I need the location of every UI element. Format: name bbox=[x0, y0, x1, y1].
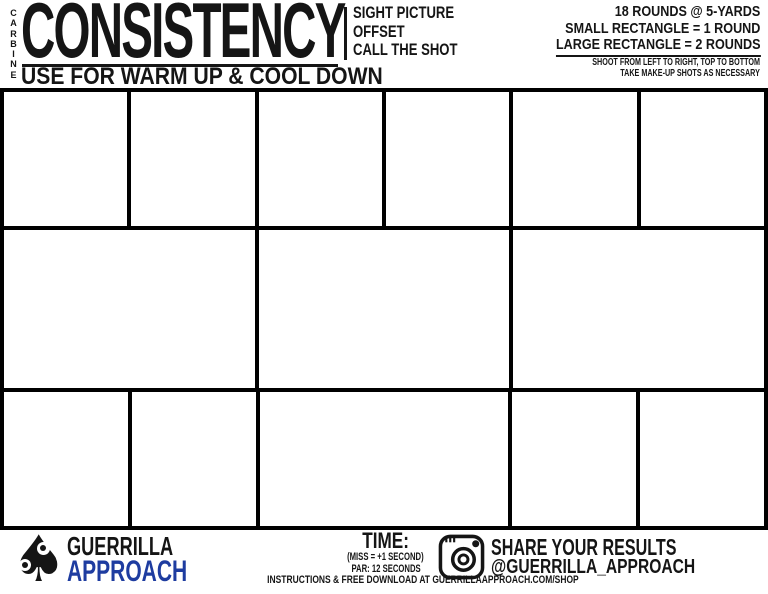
focus-points: SIGHT PICTURE OFFSET CALL THE SHOT bbox=[353, 3, 489, 60]
focus-point: SIGHT PICTURE bbox=[353, 3, 455, 22]
subtitle: USE FOR WARM UP & COOL DOWN bbox=[21, 63, 383, 90]
target-row bbox=[4, 230, 765, 388]
target-row bbox=[4, 92, 764, 226]
bullet-hole-icon bbox=[19, 559, 31, 571]
small-rectangle-target bbox=[132, 392, 256, 526]
share-text: SHARE YOUR RESULTS @GUERRILLA_APPROACH bbox=[491, 534, 756, 578]
large-rectangle-target bbox=[4, 230, 255, 388]
brand-name-top: GUERRILLA bbox=[67, 531, 174, 561]
small-rectangle-target bbox=[258, 92, 382, 226]
target-row bbox=[4, 392, 764, 526]
spade-bullet-holes-icon: ♠ bbox=[10, 523, 68, 594]
small-rectangle-target bbox=[512, 392, 636, 526]
footer: ♠ GUERRILLA APPROACH TIME: (MISS = +1 SE… bbox=[0, 523, 768, 594]
large-rectangle-target bbox=[260, 392, 508, 526]
small-rectangle-target bbox=[4, 392, 128, 526]
page-title: CONSISTENCY bbox=[21, 0, 346, 74]
large-rectangle-rule: LARGE RECTANGLE = 2 ROUNDS bbox=[517, 36, 760, 57]
small-rectangle-target bbox=[640, 392, 764, 526]
round-count: 18 ROUNDS @ 5-YARDS bbox=[614, 3, 760, 20]
title-divider bbox=[22, 64, 338, 67]
instagram-icon bbox=[438, 534, 485, 580]
focus-point: OFFSET bbox=[353, 21, 405, 41]
brand-logo: ♠ GUERRILLA APPROACH bbox=[10, 523, 239, 594]
focus-point: CALL THE SHOT bbox=[353, 40, 458, 59]
download-note: INSTRUCTIONS & FREE DOWNLOAD AT GUERRILL… bbox=[267, 574, 579, 586]
share-block: SHARE YOUR RESULTS @GUERRILLA_APPROACH bbox=[438, 533, 756, 580]
small-rectangle-target bbox=[4, 92, 128, 226]
share-results-label: SHARE YOUR RESULTS bbox=[491, 534, 677, 560]
time-block: TIME: (MISS = +1 SECOND) PAR: 12 SECONDS… bbox=[221, 528, 579, 587]
bullet-hole-icon bbox=[37, 542, 50, 555]
time-label: TIME: bbox=[362, 528, 409, 553]
small-rectangle-target bbox=[640, 92, 764, 226]
target-grid bbox=[0, 88, 768, 530]
instagram-handle: @GUERRILLA_APPROACH bbox=[491, 556, 696, 578]
large-rectangle-target bbox=[513, 230, 765, 388]
small-rectangle-target bbox=[131, 92, 255, 226]
makeup-shots-note: TAKE MAKE-UP SHOTS AS NECESSARY bbox=[620, 68, 760, 79]
course-of-fire: 18 ROUNDS @ 5-YARDS SMALL RECTANGLE = 1 … bbox=[517, 3, 760, 80]
brand-name-bottom: APPROACH bbox=[67, 555, 188, 588]
header-vertical-divider bbox=[344, 7, 347, 60]
brand-name: GUERRILLA APPROACH bbox=[67, 531, 239, 588]
shoot-order-note: SHOOT FROM LEFT TO RIGHT, TOP TO BOTTOM bbox=[592, 56, 760, 68]
small-rectangle-target bbox=[513, 92, 637, 226]
small-rectangle-target bbox=[385, 92, 510, 226]
large-rectangle-target bbox=[258, 230, 510, 388]
small-rectangle-rule: SMALL RECTANGLE = 1 ROUND bbox=[564, 19, 760, 37]
miss-rule: (MISS = +1 SECOND) bbox=[347, 551, 424, 563]
par-time: PAR: 12 SECONDS bbox=[351, 562, 421, 575]
